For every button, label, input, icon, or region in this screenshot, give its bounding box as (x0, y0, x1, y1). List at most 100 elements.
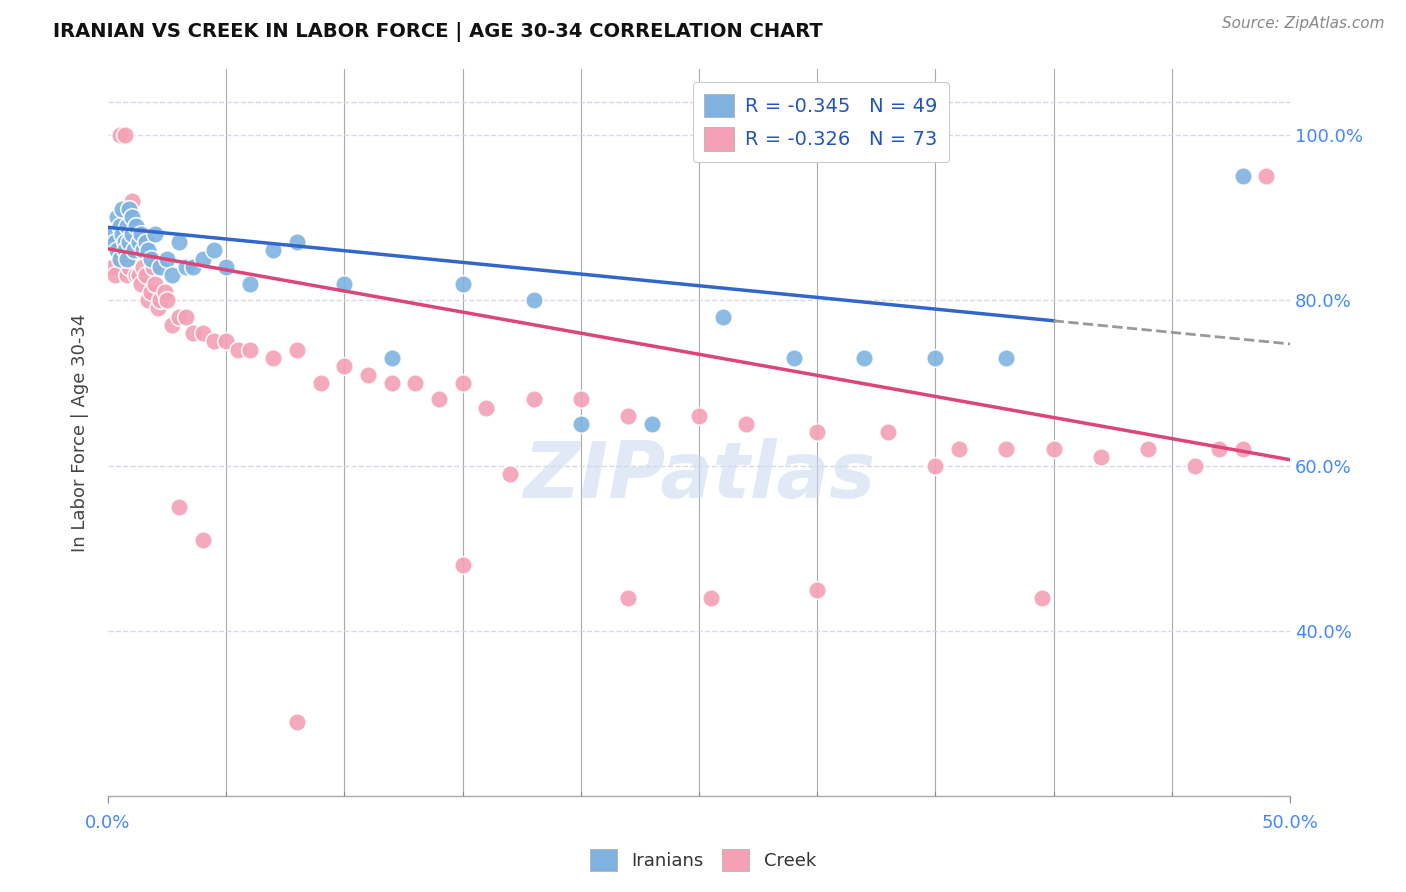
Legend: Iranians, Creek: Iranians, Creek (583, 842, 823, 879)
Point (101, 227, 124, 241)
Point (160, 318, 183, 332)
Point (357, 368, 380, 382)
Point (711, 310, 734, 324)
Point (149, 260, 172, 274)
Point (285, 343, 308, 357)
Point (107, 244, 129, 258)
Point (191, 533, 214, 547)
Point (263, 351, 285, 365)
Point (309, 376, 332, 390)
Point (167, 310, 190, 324)
Point (475, 401, 498, 415)
Text: ZIPatlas: ZIPatlas (523, 438, 875, 514)
Point (451, 376, 474, 390)
Point (263, 244, 285, 258)
Point (122, 244, 145, 258)
Point (1184, 458, 1206, 473)
Point (924, 458, 946, 473)
Point (121, 227, 143, 241)
Point (107, 211, 129, 225)
Point (174, 260, 197, 274)
Point (115, 252, 138, 266)
Point (132, 244, 155, 258)
Point (1137, 442, 1160, 456)
Point (1090, 450, 1112, 465)
Point (111, 227, 134, 241)
Point (136, 293, 159, 307)
Point (226, 343, 249, 357)
Point (121, 211, 143, 225)
Point (121, 227, 143, 241)
Point (806, 582, 828, 597)
Point (1232, 169, 1254, 183)
Point (451, 558, 474, 572)
Point (381, 351, 404, 365)
Point (181, 260, 204, 274)
Point (139, 252, 162, 266)
Point (114, 235, 136, 250)
Point (129, 227, 152, 241)
Point (149, 293, 172, 307)
Point (104, 235, 127, 250)
Point (111, 227, 134, 241)
Point (877, 425, 900, 440)
Point (381, 376, 404, 390)
Point (688, 409, 710, 423)
Legend: R = -0.345   N = 49, R = -0.326   N = 73: R = -0.345 N = 49, R = -0.326 N = 73 (693, 82, 949, 162)
Point (104, 268, 127, 283)
Point (522, 293, 544, 307)
Point (146, 301, 169, 316)
Point (782, 351, 804, 365)
Point (1256, 169, 1278, 183)
Point (215, 334, 238, 349)
Point (111, 202, 134, 216)
Point (114, 244, 136, 258)
Point (156, 293, 179, 307)
Point (451, 277, 474, 291)
Point (156, 252, 179, 266)
Point (107, 244, 129, 258)
Point (136, 244, 159, 258)
Point (641, 417, 664, 432)
Point (118, 235, 141, 250)
Point (806, 425, 828, 440)
Point (569, 392, 592, 407)
Point (132, 260, 155, 274)
Point (1208, 442, 1230, 456)
Point (108, 219, 131, 233)
Point (202, 244, 225, 258)
Point (239, 277, 262, 291)
Point (995, 351, 1018, 365)
Point (285, 714, 308, 729)
Point (143, 227, 166, 241)
Point (924, 351, 946, 365)
Point (142, 260, 165, 274)
Point (735, 417, 758, 432)
Point (129, 277, 152, 291)
Point (114, 244, 136, 258)
Point (125, 219, 148, 233)
Point (160, 268, 183, 283)
Point (108, 235, 131, 250)
Point (167, 500, 190, 514)
Point (108, 252, 131, 266)
Point (115, 219, 138, 233)
Point (114, 128, 136, 142)
Point (125, 244, 148, 258)
Point (125, 268, 148, 283)
Point (118, 202, 141, 216)
Point (108, 128, 131, 142)
Point (333, 277, 356, 291)
Point (1031, 591, 1053, 605)
Point (128, 268, 150, 283)
Point (118, 260, 141, 274)
Text: Source: ZipAtlas.com: Source: ZipAtlas.com (1222, 16, 1385, 31)
Point (333, 359, 356, 374)
Point (617, 591, 640, 605)
Point (1042, 442, 1064, 456)
Point (128, 235, 150, 250)
Point (135, 235, 157, 250)
Point (239, 343, 262, 357)
Point (115, 252, 138, 266)
Point (174, 310, 197, 324)
